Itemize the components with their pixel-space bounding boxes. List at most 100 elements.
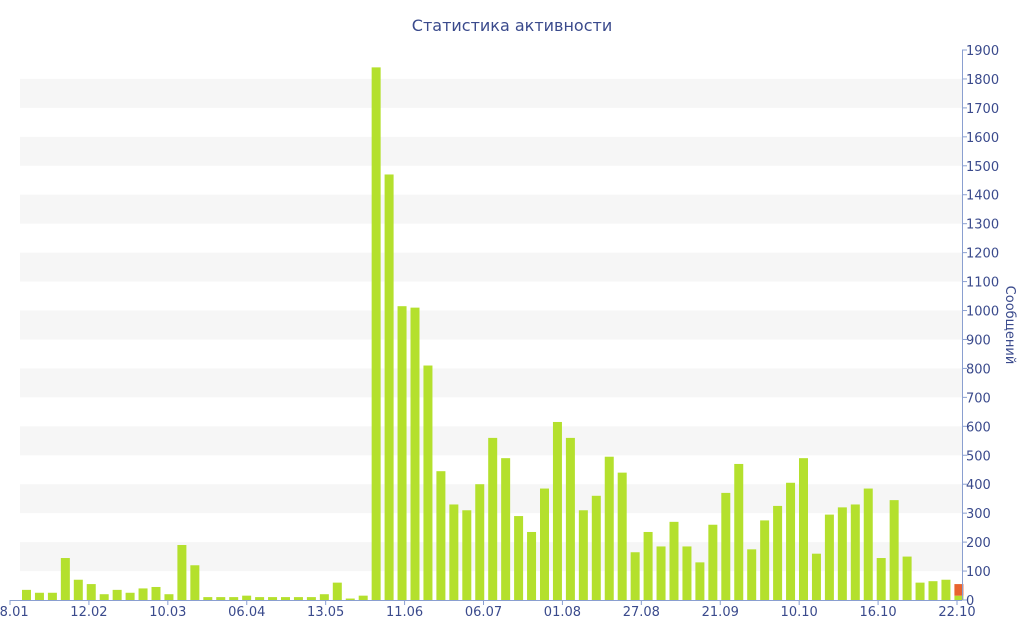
bar <box>229 597 239 600</box>
chart-title: Статистика активности <box>412 16 612 35</box>
bar <box>786 482 796 600</box>
bar <box>488 437 498 600</box>
bar <box>695 562 705 600</box>
y-tick-label: 400 <box>966 478 991 493</box>
bar <box>86 584 96 600</box>
x-tick-label: 18.01 <box>0 605 29 620</box>
grid-band <box>20 368 962 398</box>
y-tick-label: 1200 <box>966 247 999 262</box>
bar <box>501 458 511 600</box>
bar <box>928 581 938 600</box>
bar <box>669 521 679 600</box>
bar <box>138 588 148 600</box>
y-tick-label: 0 <box>966 594 974 609</box>
bar <box>475 484 485 600</box>
bar <box>915 582 925 600</box>
bar <box>190 565 200 600</box>
grid-band <box>20 252 962 282</box>
bar <box>242 595 252 600</box>
bar <box>268 597 278 600</box>
grid-band <box>20 194 962 224</box>
bar <box>281 597 290 600</box>
y-axis: 0 100 200 300 400 500 600 700 800 900 1000 1100 1200… <box>962 44 999 609</box>
bar <box>423 365 433 600</box>
bar <box>734 463 744 600</box>
bar <box>591 495 601 600</box>
bar <box>837 507 847 600</box>
bar <box>760 520 770 600</box>
bar <box>824 514 834 600</box>
grid-band <box>20 78 962 108</box>
bar <box>850 504 860 600</box>
bar <box>811 553 821 600</box>
y-tick-label: 1600 <box>966 131 999 146</box>
bar <box>151 586 161 600</box>
bar <box>73 579 83 600</box>
y-tick-label: 600 <box>966 420 991 435</box>
y-tick-label: 1900 <box>966 44 999 59</box>
bar <box>177 545 187 600</box>
x-tick-label: 12.02 <box>70 605 107 620</box>
bar <box>552 421 562 600</box>
x-tick-label: 13.05 <box>307 605 344 620</box>
bar <box>799 458 808 600</box>
x-tick-label: 06.07 <box>465 605 502 620</box>
grid-band <box>20 310 962 340</box>
y-tick-label: 1300 <box>966 218 999 233</box>
bar <box>34 592 44 600</box>
bar <box>708 524 718 600</box>
y-tick-label: 500 <box>966 449 991 464</box>
bar <box>22 589 31 600</box>
y-tick-label: 800 <box>966 362 991 377</box>
bar <box>410 307 420 600</box>
bar <box>384 174 394 600</box>
bar <box>656 546 666 600</box>
bar-segment <box>954 584 964 596</box>
y-tick-label: 1700 <box>966 102 999 117</box>
x-tick-label: 27.08 <box>623 605 660 620</box>
bar <box>565 437 575 600</box>
bar <box>630 552 640 600</box>
bar <box>358 595 368 600</box>
x-tick-label: 10.10 <box>781 605 818 620</box>
bar <box>449 504 459 600</box>
bar <box>773 505 783 600</box>
bar <box>293 597 303 600</box>
y-tick-label: 1000 <box>966 305 999 320</box>
bar <box>682 546 692 600</box>
bar <box>643 531 653 600</box>
x-tick-label: 22.10 <box>938 605 975 620</box>
bar <box>216 597 226 600</box>
bar <box>306 597 316 600</box>
x-tick-label: 10.03 <box>149 605 186 620</box>
x-tick-label: 16.10 <box>859 605 896 620</box>
bar <box>540 488 549 600</box>
bar <box>462 510 472 600</box>
bar <box>578 510 588 600</box>
y-tick-label: 1400 <box>966 189 999 204</box>
bar <box>604 456 614 600</box>
bar <box>112 589 122 600</box>
bar <box>99 594 109 600</box>
bar <box>397 306 407 600</box>
bar <box>527 531 537 600</box>
bar <box>345 598 355 600</box>
x-tick-label: 06.04 <box>228 605 265 620</box>
bar <box>954 595 964 600</box>
bar <box>876 558 886 600</box>
bar <box>941 579 951 600</box>
bar <box>164 594 174 600</box>
bar <box>747 549 757 600</box>
x-tick-label: 01.08 <box>544 605 581 620</box>
bar <box>371 67 381 601</box>
bar <box>436 471 446 600</box>
bar <box>514 516 524 600</box>
y-tick-label: 300 <box>966 507 991 522</box>
y-tick-label: 900 <box>966 333 991 348</box>
bar <box>863 488 873 600</box>
bar <box>203 597 213 600</box>
x-tick-label: 11.06 <box>386 605 423 620</box>
bar <box>902 556 912 600</box>
